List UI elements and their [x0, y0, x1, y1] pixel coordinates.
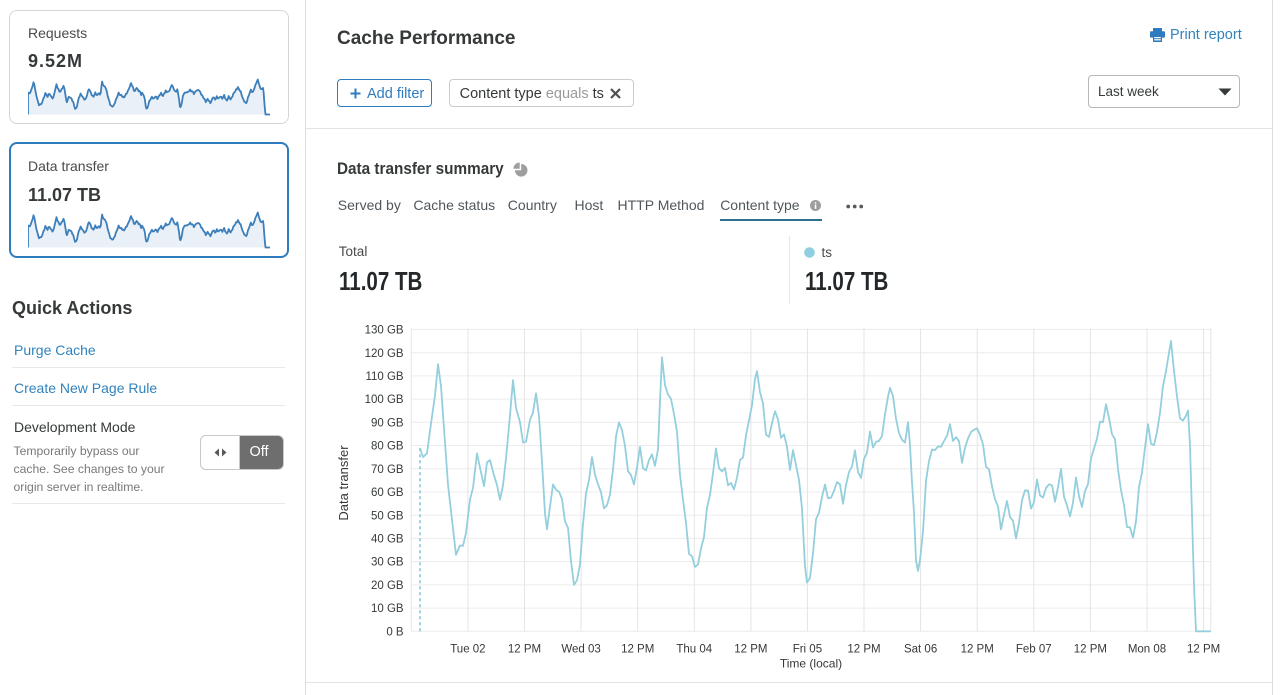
svg-text:80 GB: 80 GB: [371, 441, 404, 453]
svg-text:Sat 06: Sat 06: [904, 644, 937, 656]
svg-text:12 PM: 12 PM: [961, 644, 994, 656]
svg-text:12 PM: 12 PM: [1074, 644, 1107, 656]
svg-text:10 GB: 10 GB: [371, 603, 404, 615]
svg-text:12 PM: 12 PM: [734, 644, 767, 656]
svg-text:Time (local): Time (local): [780, 657, 842, 671]
svg-text:12 PM: 12 PM: [1187, 644, 1220, 656]
svg-text:Tue 02: Tue 02: [450, 644, 485, 656]
svg-text:Feb 07: Feb 07: [1016, 644, 1052, 656]
svg-text:30 GB: 30 GB: [371, 557, 404, 569]
svg-text:120 GB: 120 GB: [365, 348, 404, 360]
svg-text:90 GB: 90 GB: [371, 417, 404, 429]
svg-text:40 GB: 40 GB: [371, 534, 404, 546]
svg-text:12 PM: 12 PM: [621, 644, 654, 656]
svg-text:Thu 04: Thu 04: [676, 644, 712, 656]
svg-text:0 B: 0 B: [386, 626, 404, 638]
svg-text:Mon 08: Mon 08: [1128, 644, 1166, 656]
svg-text:70 GB: 70 GB: [371, 464, 404, 476]
svg-text:130 GB: 130 GB: [365, 325, 404, 337]
svg-text:12 PM: 12 PM: [847, 644, 880, 656]
svg-text:12 PM: 12 PM: [508, 644, 541, 656]
svg-text:60 GB: 60 GB: [371, 487, 404, 499]
svg-text:50 GB: 50 GB: [371, 510, 404, 522]
svg-text:Data transfer: Data transfer: [336, 445, 351, 521]
svg-text:Wed 03: Wed 03: [561, 644, 600, 656]
svg-text:20 GB: 20 GB: [371, 580, 404, 592]
svg-text:Fri 05: Fri 05: [793, 644, 822, 656]
svg-text:110 GB: 110 GB: [365, 371, 403, 383]
svg-text:100 GB: 100 GB: [365, 394, 404, 406]
